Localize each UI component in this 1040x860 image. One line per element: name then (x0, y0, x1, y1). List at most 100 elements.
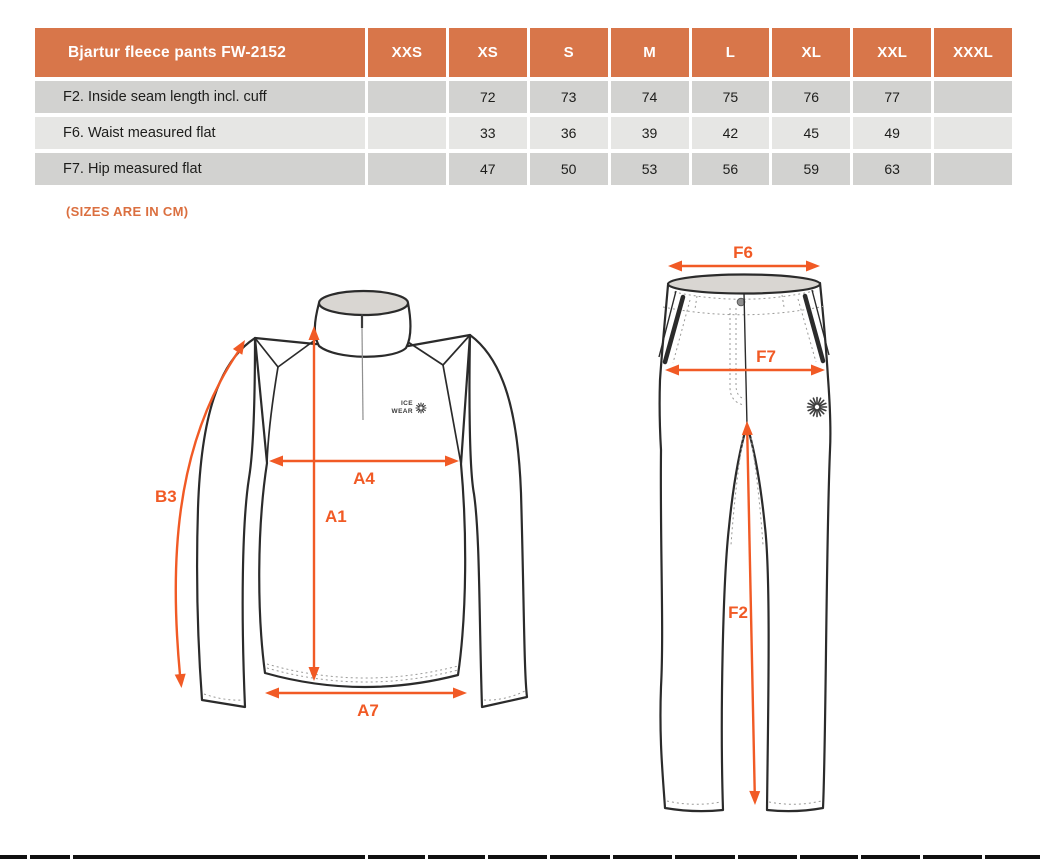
fleece-left-sleeve (195, 336, 257, 709)
left-raglan-seam (266, 366, 279, 464)
f2-arrow (741, 421, 761, 805)
belt-loop-stitch (694, 295, 698, 310)
left-pocket-trim (662, 294, 686, 365)
inseam-stitch (750, 437, 764, 546)
fly-stitch (735, 308, 746, 400)
a7-arrow (265, 687, 467, 699)
fleece-right-sleeve (468, 333, 529, 709)
value-cell: 76 (772, 81, 851, 113)
inseam-stitch (730, 437, 744, 546)
icewear-snowflake-icon (806, 396, 828, 418)
cutoff-border-segment (738, 855, 797, 859)
cutoff-border-segment (675, 855, 735, 859)
value-cell: 42 (691, 117, 770, 149)
value-cell (934, 153, 1012, 185)
icewear-chest-logo: ICE WEAR (392, 400, 427, 415)
size-col-header: L (691, 28, 770, 77)
cutoff-border-segment (985, 855, 1040, 859)
f7-arrow (665, 364, 825, 376)
cutoff-border-segment (550, 855, 610, 859)
value-cell: 50 (529, 153, 608, 185)
a4-label: A4 (353, 469, 375, 488)
belt-loop-stitch (781, 294, 785, 308)
cutoff-border-segment (923, 855, 982, 859)
value-cell: 63 (853, 153, 932, 185)
right-pocket-stitch (797, 298, 817, 363)
fly-center-seam (743, 292, 748, 426)
a1-arrow (308, 326, 320, 681)
size-col-header: XXS (368, 28, 446, 77)
a4-arrow (269, 455, 459, 467)
value-cell (934, 81, 1012, 113)
cutoff-border-segment (613, 855, 672, 859)
product-title: Bjartur fleece pants FW-2152 (35, 28, 365, 77)
size-col-header: XS (448, 28, 527, 77)
cutoff-border-segment (0, 855, 27, 859)
pants-diagram: F6 F7 F2 (658, 245, 832, 813)
b3-arrow (174, 340, 245, 688)
value-cell: 75 (691, 81, 770, 113)
value-cell (368, 81, 446, 113)
size-col-header: XL (772, 28, 851, 77)
cutoff-border-segment (428, 855, 485, 859)
size-col-header: XXL (853, 28, 932, 77)
value-cell: 72 (448, 81, 527, 113)
cutoff-border-segment (488, 855, 547, 859)
zipper-line (361, 327, 364, 421)
table-row: F7. Hip measured flat 47 50 53 56 59 63 (35, 153, 1012, 185)
cuff-stitch (203, 693, 244, 701)
value-cell: 56 (691, 153, 770, 185)
value-cell: 47 (448, 153, 527, 185)
value-cell: 39 (610, 117, 689, 149)
left-pocket-stitch (672, 299, 691, 364)
value-cell (368, 153, 446, 185)
a7-label: A7 (357, 701, 379, 720)
value-cell: 53 (610, 153, 689, 185)
f6-arrow (668, 260, 820, 272)
right-pocket-seam (811, 289, 830, 356)
value-cell: 73 (529, 81, 608, 113)
cuff-stitch (483, 690, 526, 701)
table-row: F6. Waist measured flat 33 36 39 42 45 4… (35, 117, 1012, 149)
measurement-label: F2. Inside seam length incl. cuff (35, 81, 365, 113)
value-cell: 36 (529, 117, 608, 149)
cutoff-border-segment (30, 855, 70, 859)
value-cell: 74 (610, 81, 689, 113)
fleece-torso (253, 333, 472, 689)
measurement-label: F7. Hip measured flat (35, 153, 365, 185)
value-cell: 77 (853, 81, 932, 113)
logo-text-wear: WEAR (392, 408, 413, 415)
right-raglan-seam (442, 364, 462, 465)
hem-stitch (266, 667, 459, 683)
size-table-header-row: Bjartur fleece pants FW-2152 XXS XS S M … (35, 28, 1012, 77)
value-cell (934, 117, 1012, 149)
value-cell: 45 (772, 117, 851, 149)
cutoff-border-segment (368, 855, 425, 859)
collar-opening (317, 289, 410, 317)
hem-stitch (266, 663, 459, 679)
waist-opening (666, 273, 822, 295)
f6-label: F6 (733, 245, 753, 262)
cutoff-border-segment (73, 855, 365, 859)
measurement-label: F6. Waist measured flat (35, 117, 365, 149)
left-pocket-seam (658, 290, 677, 358)
cutoff-border-segment (861, 855, 920, 859)
leg-hem-stitch (768, 800, 822, 805)
value-cell (368, 117, 446, 149)
cutoff-border-segment (800, 855, 858, 859)
right-pocket-trim (802, 293, 826, 364)
size-col-header: XXXL (934, 28, 1012, 77)
table-row: F2. Inside seam length incl. cuff 72 73 … (35, 81, 1012, 113)
value-cell: 33 (448, 117, 527, 149)
a1-label: A1 (325, 507, 347, 526)
fleece-top-diagram: ICE WEAR B3 A1 A4 A7 (155, 289, 529, 720)
icewear-snowflake-icon (415, 402, 427, 414)
size-col-header: S (529, 28, 608, 77)
f7-label: F7 (756, 347, 776, 366)
value-cell: 59 (772, 153, 851, 185)
b3-label: B3 (155, 487, 177, 506)
sizes-in-cm-note: (SIZES ARE IN CM) (66, 204, 189, 219)
size-col-header: M (610, 28, 689, 77)
value-cell: 49 (853, 117, 932, 149)
size-table: Bjartur fleece pants FW-2152 XXS XS S M … (35, 28, 1012, 189)
